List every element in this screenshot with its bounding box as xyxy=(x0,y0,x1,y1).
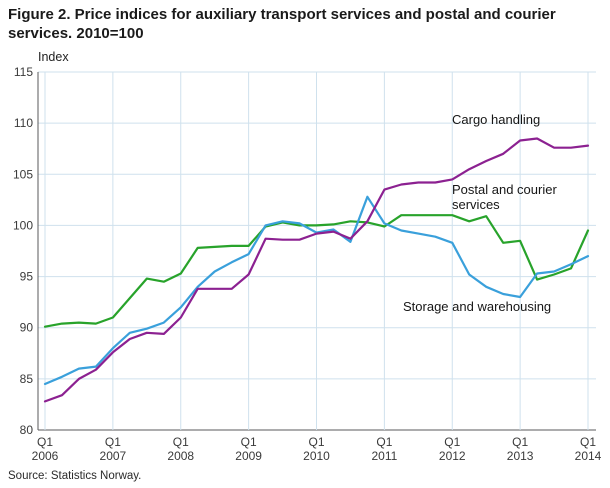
figure-title-line1: Figure 2. Price indices for auxiliary tr… xyxy=(8,6,556,23)
series-line-postal-and-courier-services xyxy=(43,214,590,328)
y-tick-label: 105 xyxy=(13,167,33,181)
y-axis-title: Index xyxy=(38,50,69,64)
x-tick-quarter-label: Q1 xyxy=(580,435,596,449)
x-tick-year-label: 2007 xyxy=(100,449,127,463)
y-tick-label: 110 xyxy=(14,116,33,130)
series-line-cargo-handling xyxy=(43,137,590,403)
source-note: Source: Statistics Norway. xyxy=(8,470,142,482)
x-tick-year-label: 2012 xyxy=(439,449,466,463)
x-tick-quarter-label: Q1 xyxy=(105,435,121,449)
series-label-cargo-handling: Cargo handling xyxy=(452,112,541,127)
x-tick-year-label: 2014 xyxy=(575,449,602,463)
x-tick-year-label: 2008 xyxy=(167,449,194,463)
y-tick-label: 115 xyxy=(14,65,33,79)
x-tick-year-label: 2006 xyxy=(32,449,59,463)
y-tick-label: 90 xyxy=(20,321,34,335)
x-tick-quarter-label: Q1 xyxy=(444,435,460,449)
series-label-storage-warehousing: Storage and warehousing xyxy=(403,299,552,314)
y-tick-label: 100 xyxy=(13,218,33,232)
x-tick-quarter-label: Q1 xyxy=(308,435,324,449)
x-tick-quarter-label: Q1 xyxy=(173,435,189,449)
x-tick-quarter-label: Q1 xyxy=(241,435,257,449)
x-tick-year-label: 2009 xyxy=(235,449,262,463)
series-label-postal-courier: Postal and courier services xyxy=(452,182,557,212)
figure-title: Figure 2. Price indices for auxiliary tr… xyxy=(8,5,556,43)
x-tick-year-label: 2011 xyxy=(371,449,397,463)
x-tick-year-label: 2013 xyxy=(507,449,534,463)
figure-title-line2: services. 2010=100 xyxy=(8,25,144,42)
y-tick-label: 80 xyxy=(20,423,34,437)
chart-svg: 80859095100105110115Q12006Q12007Q12008Q1… xyxy=(13,65,602,463)
x-tick-quarter-label: Q1 xyxy=(512,435,528,449)
y-tick-label: 95 xyxy=(20,270,34,284)
x-tick-year-label: 2010 xyxy=(303,449,330,463)
x-tick-quarter-label: Q1 xyxy=(376,435,392,449)
x-tick-quarter-label: Q1 xyxy=(37,435,53,449)
y-tick-label: 85 xyxy=(20,372,34,386)
